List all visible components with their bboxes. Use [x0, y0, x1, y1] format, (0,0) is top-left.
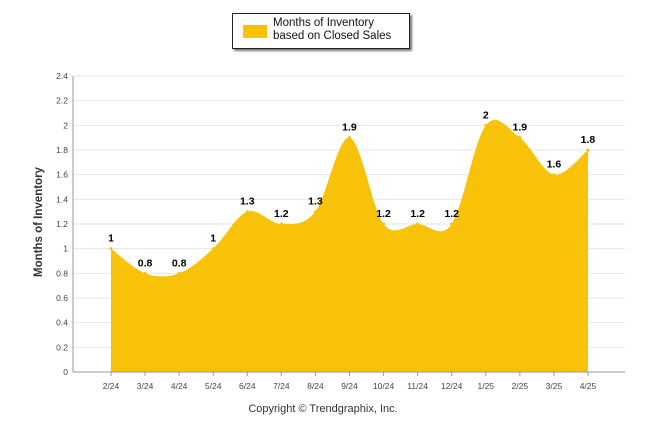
- x-tick-label: 5/24: [205, 381, 222, 391]
- area-series: [109, 120, 590, 372]
- data-label: 1.3: [308, 196, 323, 208]
- y-axis-label: Months of Inventory: [33, 166, 45, 276]
- legend-label: Months of Inventory based on Closed Sale…: [273, 17, 392, 42]
- y-tick-label: 1: [63, 244, 68, 254]
- data-point: [279, 222, 283, 226]
- data-point: [484, 123, 488, 127]
- data-label: 1.9: [342, 122, 357, 134]
- y-tick-label: 0.6: [56, 293, 68, 303]
- data-point: [416, 222, 420, 226]
- data-point: [450, 222, 454, 226]
- x-tick-label: 12/24: [441, 381, 463, 391]
- x-tick-label: 8/24: [307, 381, 324, 391]
- x-tick-label: 10/24: [373, 381, 395, 391]
- x-tick-label: 2/24: [103, 381, 120, 391]
- data-point: [143, 271, 147, 275]
- y-tick-label: 1.4: [56, 194, 68, 204]
- x-tick-label: 11/24: [407, 381, 428, 391]
- y-tick-label: 2: [63, 120, 68, 130]
- x-tick-label: 1/25: [477, 381, 494, 391]
- y-tick-label: 1.8: [56, 145, 68, 155]
- data-point: [552, 173, 556, 177]
- data-label: 1.2: [410, 208, 425, 220]
- y-tick-label: 0.2: [56, 342, 68, 352]
- x-tick-label: 9/24: [341, 381, 358, 391]
- x-tick-label: 3/25: [546, 381, 563, 391]
- y-tick-label: 2.4: [56, 71, 68, 81]
- data-point: [245, 210, 249, 214]
- data-label: 1: [108, 233, 114, 245]
- data-point: [586, 148, 590, 152]
- x-tick-label: 4/24: [171, 381, 188, 391]
- legend: Months of Inventory based on Closed Sale…: [232, 13, 410, 49]
- data-point: [313, 210, 317, 214]
- data-label: 1.8: [581, 134, 596, 146]
- data-point: [518, 136, 522, 140]
- data-labels: 1 0.8 0.8 1 1.3 1.2 1.3 1.9 1.2 1.2 1.2 2 1.9 1.6 1.8: [108, 109, 595, 269]
- y-tick-label: 0.4: [56, 318, 68, 328]
- x-tick-label: 7/24: [273, 381, 290, 391]
- area-fill: [111, 120, 588, 372]
- data-label: 1: [210, 233, 216, 245]
- data-label: 1.2: [444, 208, 459, 220]
- data-label: 1.2: [274, 208, 289, 220]
- data-label: 0.8: [172, 257, 187, 269]
- y-tick-label: 0.8: [56, 268, 68, 278]
- data-point: [382, 222, 386, 226]
- x-tick-label: 4/25: [580, 381, 597, 391]
- legend-swatch: [243, 25, 267, 38]
- y-tick-label: 1.6: [56, 170, 68, 180]
- data-label: 1.3: [240, 196, 255, 208]
- x-tick-label: 2/25: [512, 381, 529, 391]
- data-label: 1.9: [513, 122, 528, 134]
- data-label: 1.2: [376, 208, 391, 220]
- y-tick-label: 1.2: [56, 219, 68, 229]
- y-tick-label: 2.2: [56, 96, 68, 106]
- data-point: [211, 247, 215, 251]
- copyright-text: Copyright © Trendgraphix, Inc.: [248, 403, 398, 415]
- x-tick-label: 3/24: [137, 381, 154, 391]
- data-label: 2: [483, 109, 489, 121]
- y-tick-label: 0: [63, 367, 68, 377]
- data-point: [347, 136, 351, 140]
- data-label: 0.8: [138, 257, 153, 269]
- data-point: [109, 247, 113, 251]
- data-point: [177, 271, 181, 275]
- axes: 0 0.2 0.4 0.6 0.8 1 1.2 1.4 1.6 1.8 2 2.2 2.4 2/24 3/2…: [56, 71, 625, 391]
- data-label: 1.6: [547, 159, 562, 171]
- x-tick-label: 6/24: [239, 381, 256, 391]
